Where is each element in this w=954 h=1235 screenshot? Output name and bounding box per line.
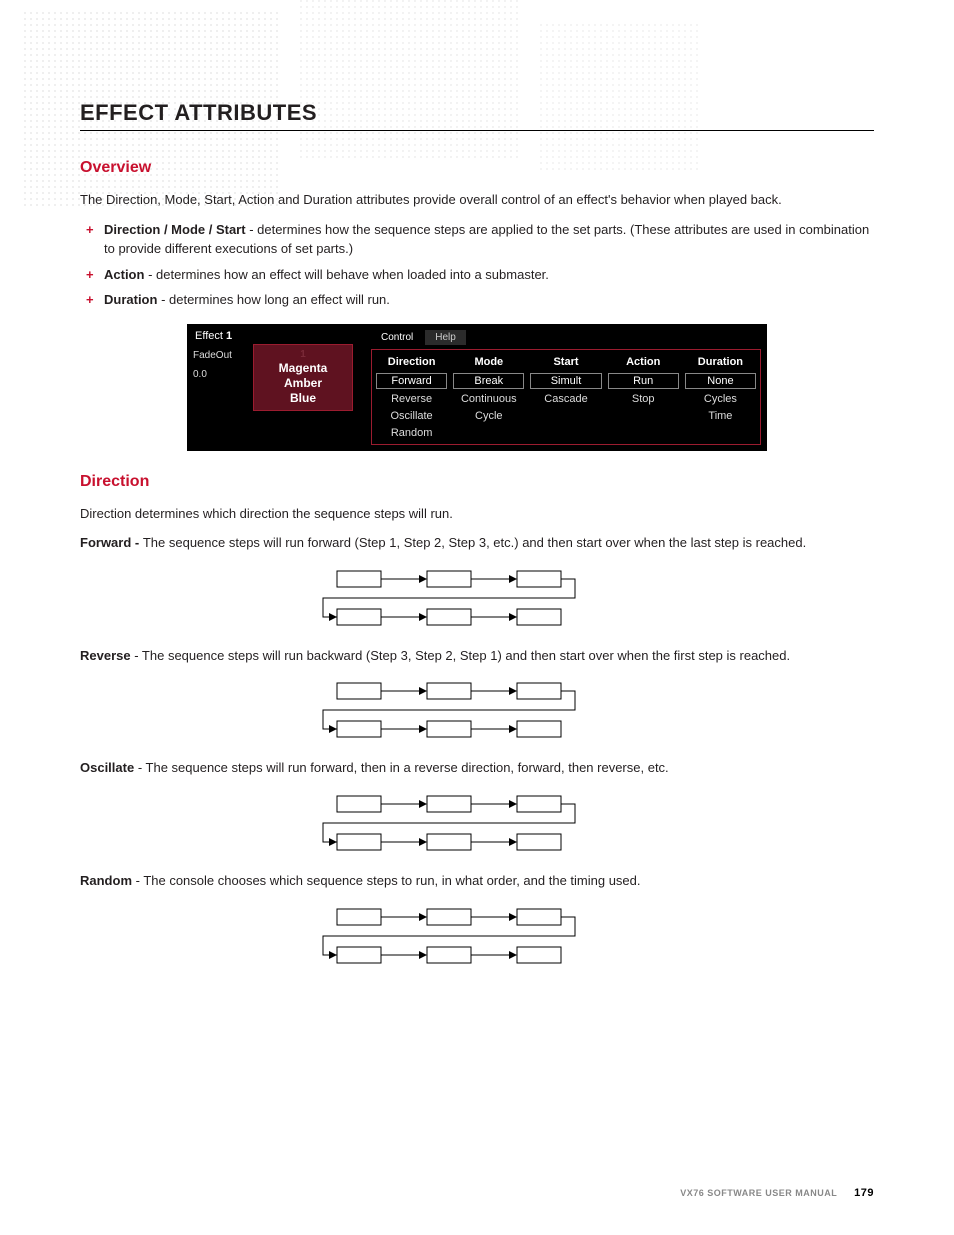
column-option[interactable]: Cycles [685, 392, 756, 406]
panel-tabs: Control Help [371, 330, 761, 345]
direction-item: Random - The console chooses which seque… [80, 872, 874, 891]
column-option[interactable]: Reverse [376, 392, 447, 406]
direction-desc: - The sequence steps will run backward (… [131, 648, 791, 663]
bullet-desc: - determines how long an effect will run… [157, 292, 389, 307]
panel-column: Action Run Stop [608, 354, 679, 440]
page-number: 179 [854, 1187, 874, 1199]
panel-column: Direction Forward Reverse Oscillate Random [376, 354, 447, 440]
flow-diagram [307, 563, 647, 633]
panel-columns: Direction Forward Reverse Oscillate Random Mo… [371, 349, 761, 445]
bullet-term: Direction / Mode / Start [104, 222, 246, 237]
flow-diagram [307, 901, 647, 971]
effect-color-box: 1 Magenta Amber Blue [253, 344, 353, 412]
bullet-desc: - determines how an effect will behave w… [144, 267, 548, 282]
direction-term: Reverse [80, 648, 131, 663]
effect-label: Effect [195, 330, 223, 342]
panel-column: Start Simult Cascade [530, 354, 601, 440]
flow-diagram [307, 788, 647, 858]
overview-bullets: Direction / Mode / Start - determines ho… [80, 220, 874, 310]
page-title: EFFECT ATTRIBUTES [80, 100, 874, 131]
flow-diagram [307, 675, 647, 745]
panel-column: Mode Break Continuous Cycle [453, 354, 524, 440]
direction-heading: Direction [80, 473, 874, 491]
bullet-term: Action [104, 267, 144, 282]
effect-number: 1 [226, 330, 232, 342]
column-header: Start [530, 354, 601, 370]
page-footer: VX76 SOFTWARE USER MANUAL 179 [680, 1187, 874, 1199]
column-option-selected[interactable]: Run [608, 373, 679, 389]
effect-box-line: Magenta [260, 361, 346, 376]
column-option[interactable]: Continuous [453, 392, 524, 406]
column-option[interactable]: Oscillate [376, 409, 447, 423]
column-option[interactable]: Cycle [453, 409, 524, 423]
fadeout-value: 0.0 [193, 369, 253, 380]
column-header: Direction [376, 354, 447, 370]
effect-box-line: Amber [260, 376, 346, 391]
column-header: Action [608, 354, 679, 370]
column-option[interactable]: Random [376, 426, 447, 440]
column-option-selected[interactable]: None [685, 373, 756, 389]
direction-desc: - The sequence steps will run forward, t… [134, 760, 668, 775]
overview-intro: The Direction, Mode, Start, Action and D… [80, 191, 874, 210]
panel-column: Duration None Cycles Time [685, 354, 756, 440]
direction-item: Forward - The sequence steps will run fo… [80, 534, 874, 553]
bullet-term: Duration [104, 292, 157, 307]
direction-desc: - The console chooses which sequence ste… [132, 873, 641, 888]
column-header: Duration [685, 354, 756, 370]
tab-control[interactable]: Control [371, 330, 423, 345]
overview-heading: Overview [80, 159, 874, 177]
column-option-selected[interactable]: Forward [376, 373, 447, 389]
direction-desc: The sequence steps will run forward (Ste… [143, 535, 806, 550]
fadeout-label: FadeOut [193, 350, 253, 361]
effects-panel: Effect 1 FadeOut 0.0 1 Magenta Amber Blu… [187, 324, 767, 451]
column-option-selected[interactable]: Break [453, 373, 524, 389]
direction-term: Oscillate [80, 760, 134, 775]
column-option[interactable]: Stop [608, 392, 679, 406]
tab-help[interactable]: Help [425, 330, 466, 345]
direction-item: Oscillate - The sequence steps will run … [80, 759, 874, 778]
column-option[interactable]: Cascade [530, 392, 601, 406]
column-option[interactable]: Time [685, 409, 756, 423]
direction-term: Forward - [80, 535, 143, 550]
direction-intro: Direction determines which direction the… [80, 505, 874, 524]
column-header: Mode [453, 354, 524, 370]
footer-label: VX76 SOFTWARE USER MANUAL [680, 1188, 837, 1198]
direction-term: Random [80, 873, 132, 888]
direction-item: Reverse - The sequence steps will run ba… [80, 647, 874, 666]
effect-box-line: Blue [260, 391, 346, 406]
effect-box-number: 1 [260, 349, 346, 362]
column-option-selected[interactable]: Simult [530, 373, 601, 389]
